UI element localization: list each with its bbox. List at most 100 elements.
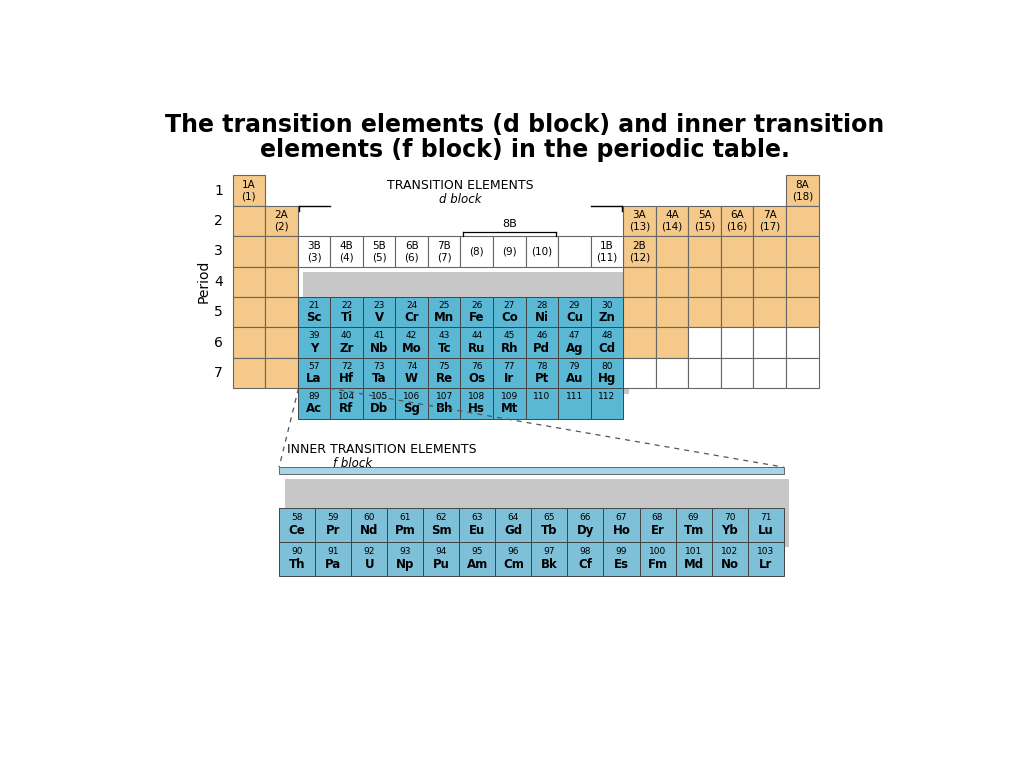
Bar [362, 327, 395, 358]
Text: Ni: Ni [535, 311, 549, 324]
Bar [786, 175, 818, 206]
Text: 72: 72 [341, 362, 352, 371]
Text: 69: 69 [688, 513, 699, 522]
Bar [712, 542, 748, 576]
Text: Th: Th [289, 558, 305, 571]
Text: 95: 95 [472, 547, 483, 556]
Text: Cu: Cu [566, 311, 583, 324]
Text: 100: 100 [649, 547, 667, 556]
Text: 110: 110 [534, 392, 551, 401]
Text: Lu: Lu [758, 525, 773, 538]
Text: Ti: Ti [341, 311, 352, 324]
Bar [567, 508, 603, 542]
Text: 39: 39 [308, 332, 319, 340]
Text: Gd: Gd [504, 525, 522, 538]
Text: 99: 99 [615, 547, 628, 556]
Text: 65: 65 [544, 513, 555, 522]
Text: 43: 43 [438, 332, 450, 340]
Text: Mo: Mo [401, 342, 422, 355]
Text: 47: 47 [568, 332, 580, 340]
Text: 111: 111 [566, 392, 583, 401]
Bar [232, 327, 265, 358]
Bar [748, 542, 783, 576]
Text: Pu: Pu [433, 558, 450, 571]
Text: 107: 107 [435, 392, 453, 401]
Text: 93: 93 [399, 547, 411, 556]
Text: Pd: Pd [534, 342, 550, 355]
Bar [232, 297, 265, 327]
Bar [395, 327, 428, 358]
Text: 3: 3 [214, 244, 223, 258]
Bar [754, 266, 786, 297]
Text: 75: 75 [438, 362, 450, 371]
Text: 8A
(18): 8A (18) [792, 180, 813, 201]
Text: 29: 29 [568, 301, 580, 310]
Text: Hf: Hf [339, 372, 354, 385]
Text: Nb: Nb [370, 342, 388, 355]
Text: 8B: 8B [502, 219, 517, 229]
Bar [331, 297, 362, 327]
Text: 62: 62 [435, 513, 447, 522]
Text: Hs: Hs [468, 402, 485, 415]
Text: 57: 57 [308, 362, 319, 371]
Text: Mn: Mn [434, 311, 455, 324]
Bar [688, 266, 721, 297]
Bar [423, 508, 460, 542]
Bar [387, 508, 423, 542]
Bar [331, 236, 362, 266]
Text: Ag: Ag [565, 342, 583, 355]
Text: 59: 59 [328, 513, 339, 522]
Bar [525, 236, 558, 266]
Text: Y: Y [310, 342, 318, 355]
Text: 78: 78 [537, 362, 548, 371]
Bar [754, 206, 786, 236]
Bar [754, 358, 786, 389]
Text: 67: 67 [615, 513, 628, 522]
Bar [624, 266, 655, 297]
Bar [331, 327, 362, 358]
Text: V: V [375, 311, 384, 324]
Bar [232, 266, 265, 297]
Bar [688, 297, 721, 327]
Text: 58: 58 [292, 513, 303, 522]
Bar [387, 542, 423, 576]
Bar [280, 542, 315, 576]
Bar [298, 327, 331, 358]
Text: Rh: Rh [501, 342, 518, 355]
Bar [624, 297, 655, 327]
Bar [754, 236, 786, 266]
Text: Rf: Rf [339, 402, 353, 415]
Text: Db: Db [370, 402, 388, 415]
Text: Bk: Bk [541, 558, 558, 571]
Text: Cm: Cm [503, 558, 524, 571]
Bar [655, 327, 688, 358]
Bar [298, 297, 331, 327]
Text: Sc: Sc [306, 311, 322, 324]
Bar [786, 266, 818, 297]
Bar [591, 297, 624, 327]
Text: 4A
(14): 4A (14) [662, 210, 683, 232]
Bar [298, 389, 331, 419]
Bar [423, 542, 460, 576]
Text: 4: 4 [214, 275, 223, 289]
Text: 70: 70 [724, 513, 735, 522]
Bar [786, 206, 818, 236]
Bar [428, 389, 461, 419]
Text: (9): (9) [502, 247, 517, 257]
Text: La: La [306, 372, 322, 385]
Bar [298, 236, 331, 266]
Bar [395, 297, 428, 327]
Text: 80: 80 [601, 362, 612, 371]
Bar [655, 206, 688, 236]
Text: Sg: Sg [403, 402, 420, 415]
Text: Tc: Tc [437, 342, 451, 355]
Bar [721, 266, 754, 297]
Text: Er: Er [650, 525, 665, 538]
Text: 3A
(13): 3A (13) [629, 210, 650, 232]
Text: Hg: Hg [598, 372, 616, 385]
Text: Tb: Tb [541, 525, 558, 538]
Text: Os: Os [468, 372, 485, 385]
Bar [460, 508, 496, 542]
Bar [493, 389, 525, 419]
Bar [265, 297, 298, 327]
